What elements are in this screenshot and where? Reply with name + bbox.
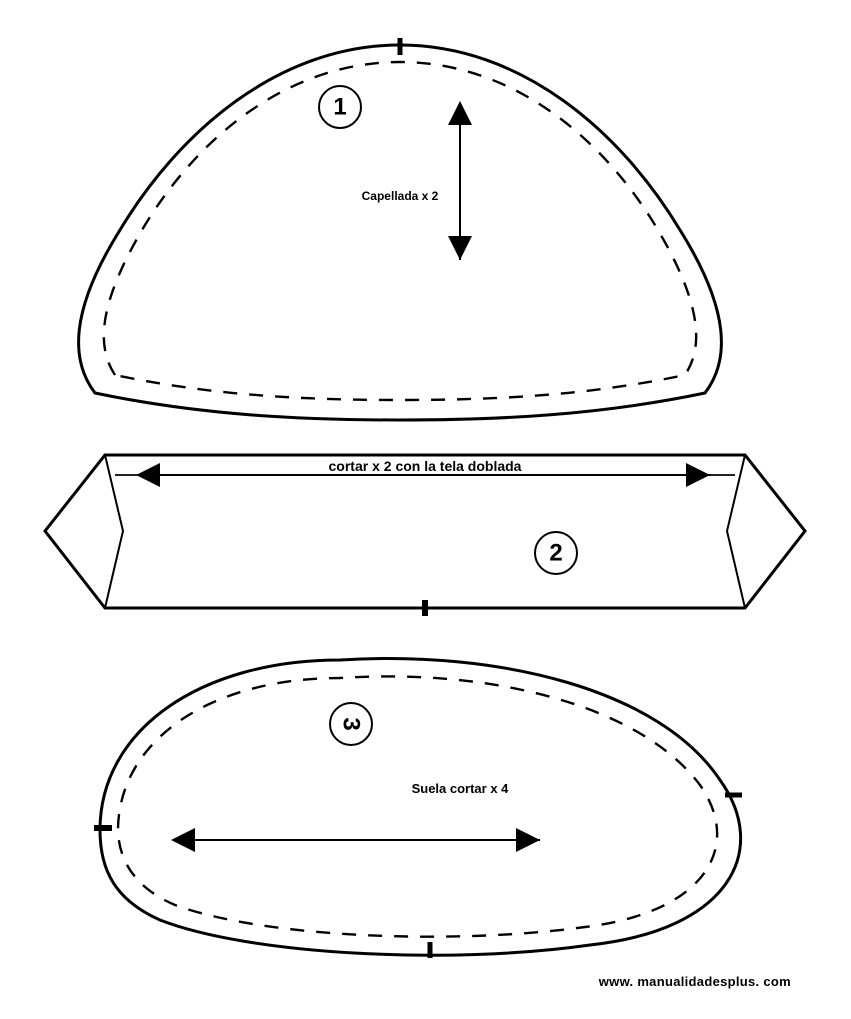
piece-2-right-notch <box>727 455 745 608</box>
pattern-canvas: 1 Capellada x 2 2 cortar x 2 con la tela… <box>0 0 851 1019</box>
piece-2-label: cortar x 2 con la tela doblada <box>329 458 522 474</box>
piece-2: 2 cortar x 2 con la tela doblada <box>45 455 805 616</box>
watermark: www. manualidadesplus. com <box>599 974 791 989</box>
piece-1-seam <box>104 62 696 400</box>
piece-3-seam <box>118 676 717 936</box>
piece-1: 1 Capellada x 2 <box>79 38 722 420</box>
piece-2-number: 2 <box>549 540 562 567</box>
piece-3: 3 Suela cortar x 4 <box>94 659 742 959</box>
piece-1-label: Capellada x 2 <box>362 189 439 203</box>
piece-3-label: Suela cortar x 4 <box>412 781 510 796</box>
piece-3-number: 3 <box>338 717 365 730</box>
piece-2-outline <box>45 455 805 608</box>
piece-1-number: 1 <box>333 94 346 121</box>
pattern-svg: 1 Capellada x 2 2 cortar x 2 con la tela… <box>0 0 851 1019</box>
piece-1-outline <box>79 45 722 420</box>
piece-2-left-notch <box>105 455 123 608</box>
